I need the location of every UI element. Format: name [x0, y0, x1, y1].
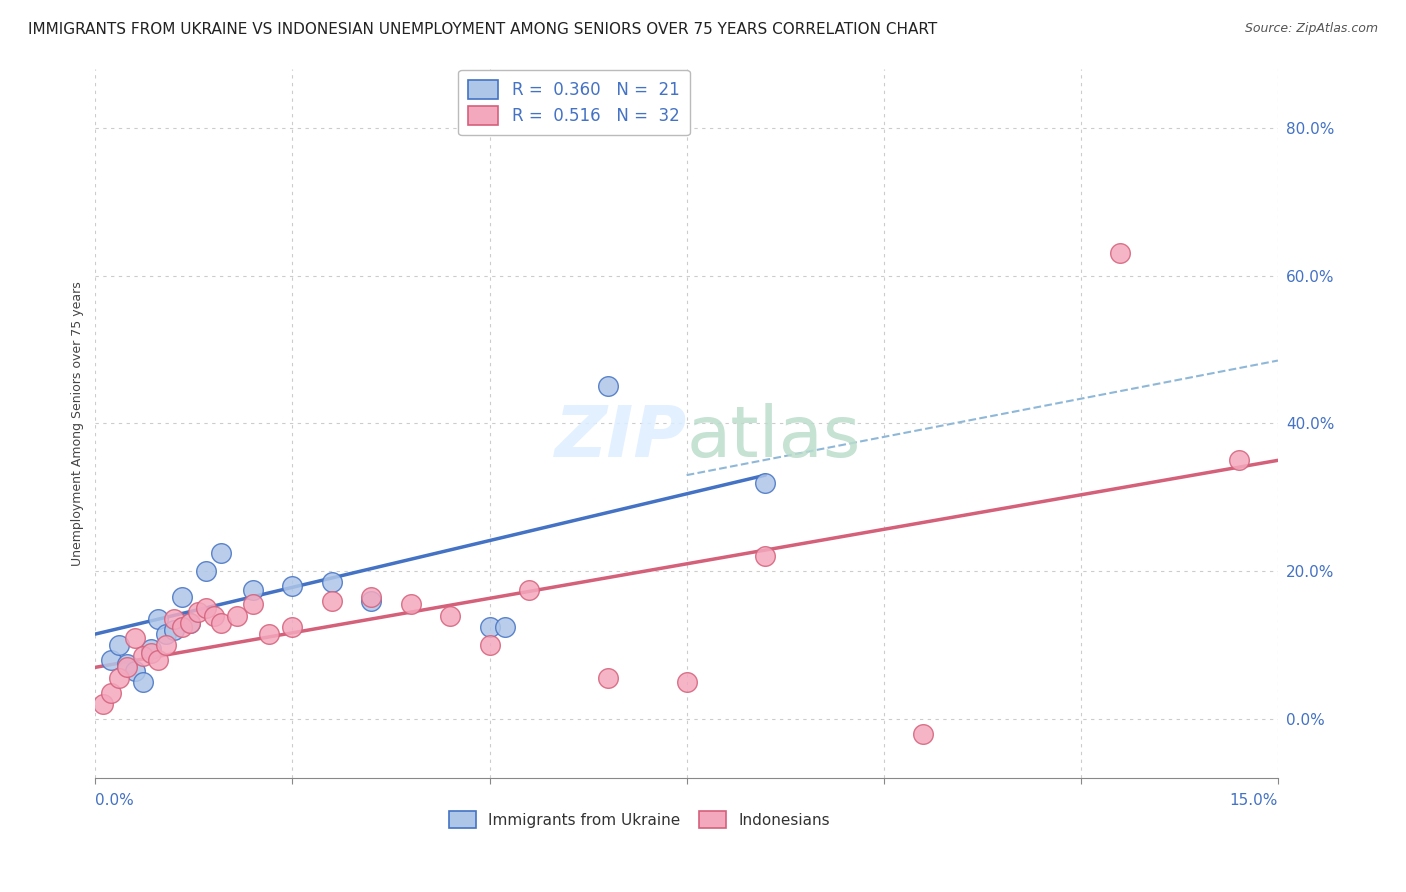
Point [439, 608, 461, 623]
Point [163, 624, 186, 638]
Point [131, 675, 153, 690]
Point [163, 612, 186, 626]
Point [139, 641, 162, 656]
Point [478, 638, 501, 652]
Point [155, 638, 177, 652]
Point [912, 727, 935, 741]
Point [100, 686, 122, 700]
Point [517, 582, 540, 597]
Point [170, 590, 193, 604]
Point [139, 646, 162, 660]
Text: Source: ZipAtlas.com: Source: ZipAtlas.com [1244, 22, 1378, 36]
Point [131, 649, 153, 664]
Point [242, 582, 264, 597]
Point [194, 564, 217, 578]
Point [321, 575, 343, 590]
Point [281, 579, 304, 593]
Point [754, 475, 776, 490]
Point [478, 620, 501, 634]
Point [321, 594, 343, 608]
Point [226, 608, 249, 623]
Y-axis label: Unemployment Among Seniors over 75 years: Unemployment Among Seniors over 75 years [72, 281, 84, 566]
Point [100, 653, 122, 667]
Point [115, 657, 138, 671]
Point [155, 627, 177, 641]
Point [187, 605, 209, 619]
Point [179, 615, 201, 630]
Point [194, 601, 217, 615]
Point [360, 594, 382, 608]
Point [91, 698, 114, 712]
Point [124, 664, 146, 678]
Point [360, 590, 382, 604]
Point [494, 620, 516, 634]
Point [148, 612, 170, 626]
Point [399, 598, 422, 612]
Point [1227, 453, 1250, 467]
Point [115, 660, 138, 674]
Point [596, 672, 619, 686]
Text: atlas: atlas [686, 403, 860, 472]
Point [596, 379, 619, 393]
Legend: Immigrants from Ukraine, Indonesians: Immigrants from Ukraine, Indonesians [443, 805, 837, 834]
Text: 0.0%: 0.0% [96, 793, 134, 808]
Point [754, 549, 776, 564]
Point [148, 653, 170, 667]
Point [124, 631, 146, 645]
Point [211, 546, 233, 560]
Point [170, 620, 193, 634]
Point [202, 608, 225, 623]
Point [281, 620, 304, 634]
Text: 15.0%: 15.0% [1230, 793, 1278, 808]
Point [108, 672, 131, 686]
Point [179, 615, 201, 630]
Point [242, 598, 264, 612]
Point [1109, 246, 1132, 260]
Text: IMMIGRANTS FROM UKRAINE VS INDONESIAN UNEMPLOYMENT AMONG SENIORS OVER 75 YEARS C: IMMIGRANTS FROM UKRAINE VS INDONESIAN UN… [28, 22, 938, 37]
Text: ZIP: ZIP [554, 403, 686, 472]
Point [211, 615, 233, 630]
Point [108, 638, 131, 652]
Point [675, 675, 697, 690]
Point [257, 627, 280, 641]
